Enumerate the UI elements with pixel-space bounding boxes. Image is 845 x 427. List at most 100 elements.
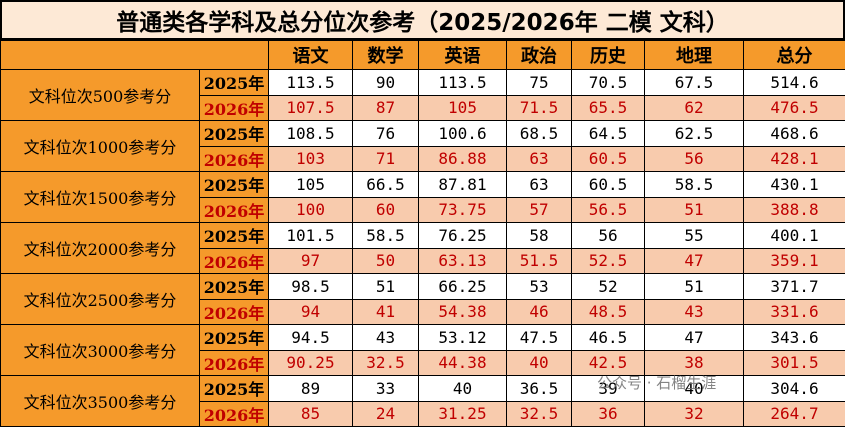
header-corner	[1, 41, 269, 70]
year-label: 2025年	[200, 223, 269, 249]
score-cell: 371.7	[744, 274, 845, 300]
score-cell: 89	[269, 376, 353, 402]
score-cell: 46	[507, 299, 572, 325]
score-cell: 46.5	[572, 325, 645, 351]
score-cell: 514.6	[744, 70, 845, 96]
rank-label: 文科位次3500参考分	[1, 376, 200, 427]
column-header: 数学	[353, 41, 419, 70]
score-cell: 56	[645, 146, 744, 172]
score-cell: 264.7	[744, 401, 845, 427]
score-cell: 94	[269, 299, 353, 325]
rank-label: 文科位次3000参考分	[1, 325, 200, 376]
score-cell: 60.5	[572, 172, 645, 198]
score-cell: 76.25	[419, 223, 507, 249]
score-cell: 70.5	[572, 70, 645, 96]
score-cell: 468.6	[744, 121, 845, 147]
column-header: 总分	[744, 41, 845, 70]
score-cell: 100	[269, 197, 353, 223]
score-cell: 57	[507, 197, 572, 223]
year-label: 2026年	[200, 197, 269, 223]
score-cell: 56	[572, 223, 645, 249]
score-cell: 43	[645, 299, 744, 325]
score-cell: 71	[353, 146, 419, 172]
score-cell: 58.5	[353, 223, 419, 249]
score-cell: 90.25	[269, 350, 353, 376]
score-cell: 105	[269, 172, 353, 198]
score-cell: 47.5	[507, 325, 572, 351]
score-cell: 98.5	[269, 274, 353, 300]
score-cell: 87	[353, 95, 419, 121]
header-row: 语文 数学 英语 政治 历史 地理 总分	[1, 41, 845, 70]
column-header: 地理	[645, 41, 744, 70]
year-label: 2025年	[200, 274, 269, 300]
score-cell: 48.5	[572, 299, 645, 325]
score-cell: 36	[572, 401, 645, 427]
rank-label: 文科位次1500参考分	[1, 172, 200, 223]
score-cell: 428.1	[744, 146, 845, 172]
score-cell: 301.5	[744, 350, 845, 376]
score-cell: 32	[645, 401, 744, 427]
year-label: 2025年	[200, 121, 269, 147]
score-cell: 108.5	[269, 121, 353, 147]
score-cell: 76	[353, 121, 419, 147]
score-cell: 476.5	[744, 95, 845, 121]
score-cell: 43	[353, 325, 419, 351]
score-cell: 41	[353, 299, 419, 325]
score-cell: 94.5	[269, 325, 353, 351]
score-cell: 60	[353, 197, 419, 223]
score-cell: 100.6	[419, 121, 507, 147]
score-cell: 53.12	[419, 325, 507, 351]
year-label: 2025年	[200, 325, 269, 351]
score-cell: 331.6	[744, 299, 845, 325]
score-cell: 40	[645, 376, 744, 402]
score-cell: 38	[645, 350, 744, 376]
year-label: 2025年	[200, 172, 269, 198]
score-cell: 58	[507, 223, 572, 249]
score-cell: 97	[269, 248, 353, 274]
rank-label: 文科位次1000参考分	[1, 121, 200, 172]
score-cell: 103	[269, 146, 353, 172]
rank-label: 文科位次500参考分	[1, 70, 200, 121]
score-cell: 33	[353, 376, 419, 402]
score-cell: 56.5	[572, 197, 645, 223]
year-label: 2026年	[200, 146, 269, 172]
score-cell: 39	[572, 376, 645, 402]
year-label: 2025年	[200, 376, 269, 402]
score-cell: 62.5	[645, 121, 744, 147]
score-cell: 47	[645, 248, 744, 274]
year-label: 2026年	[200, 401, 269, 427]
score-cell: 113.5	[419, 70, 507, 96]
score-cell: 105	[419, 95, 507, 121]
score-cell: 31.25	[419, 401, 507, 427]
score-cell: 52.5	[572, 248, 645, 274]
score-cell: 42.5	[572, 350, 645, 376]
score-cell: 65.5	[572, 95, 645, 121]
score-cell: 64.5	[572, 121, 645, 147]
year-label: 2025年	[200, 70, 269, 96]
score-cell: 50	[353, 248, 419, 274]
score-cell: 343.6	[744, 325, 845, 351]
score-cell: 44.38	[419, 350, 507, 376]
score-cell: 67.5	[645, 70, 744, 96]
score-cell: 55	[645, 223, 744, 249]
score-cell: 36.5	[507, 376, 572, 402]
score-cell: 51	[353, 274, 419, 300]
column-header: 历史	[572, 41, 645, 70]
score-cell: 58.5	[645, 172, 744, 198]
score-cell: 54.38	[419, 299, 507, 325]
score-cell: 40	[419, 376, 507, 402]
rank-label: 文科位次2500参考分	[1, 274, 200, 325]
score-cell: 75	[507, 70, 572, 96]
score-cell: 388.8	[744, 197, 845, 223]
year-label: 2026年	[200, 299, 269, 325]
score-cell: 101.5	[269, 223, 353, 249]
score-cell: 63	[507, 146, 572, 172]
score-cell: 51	[645, 197, 744, 223]
